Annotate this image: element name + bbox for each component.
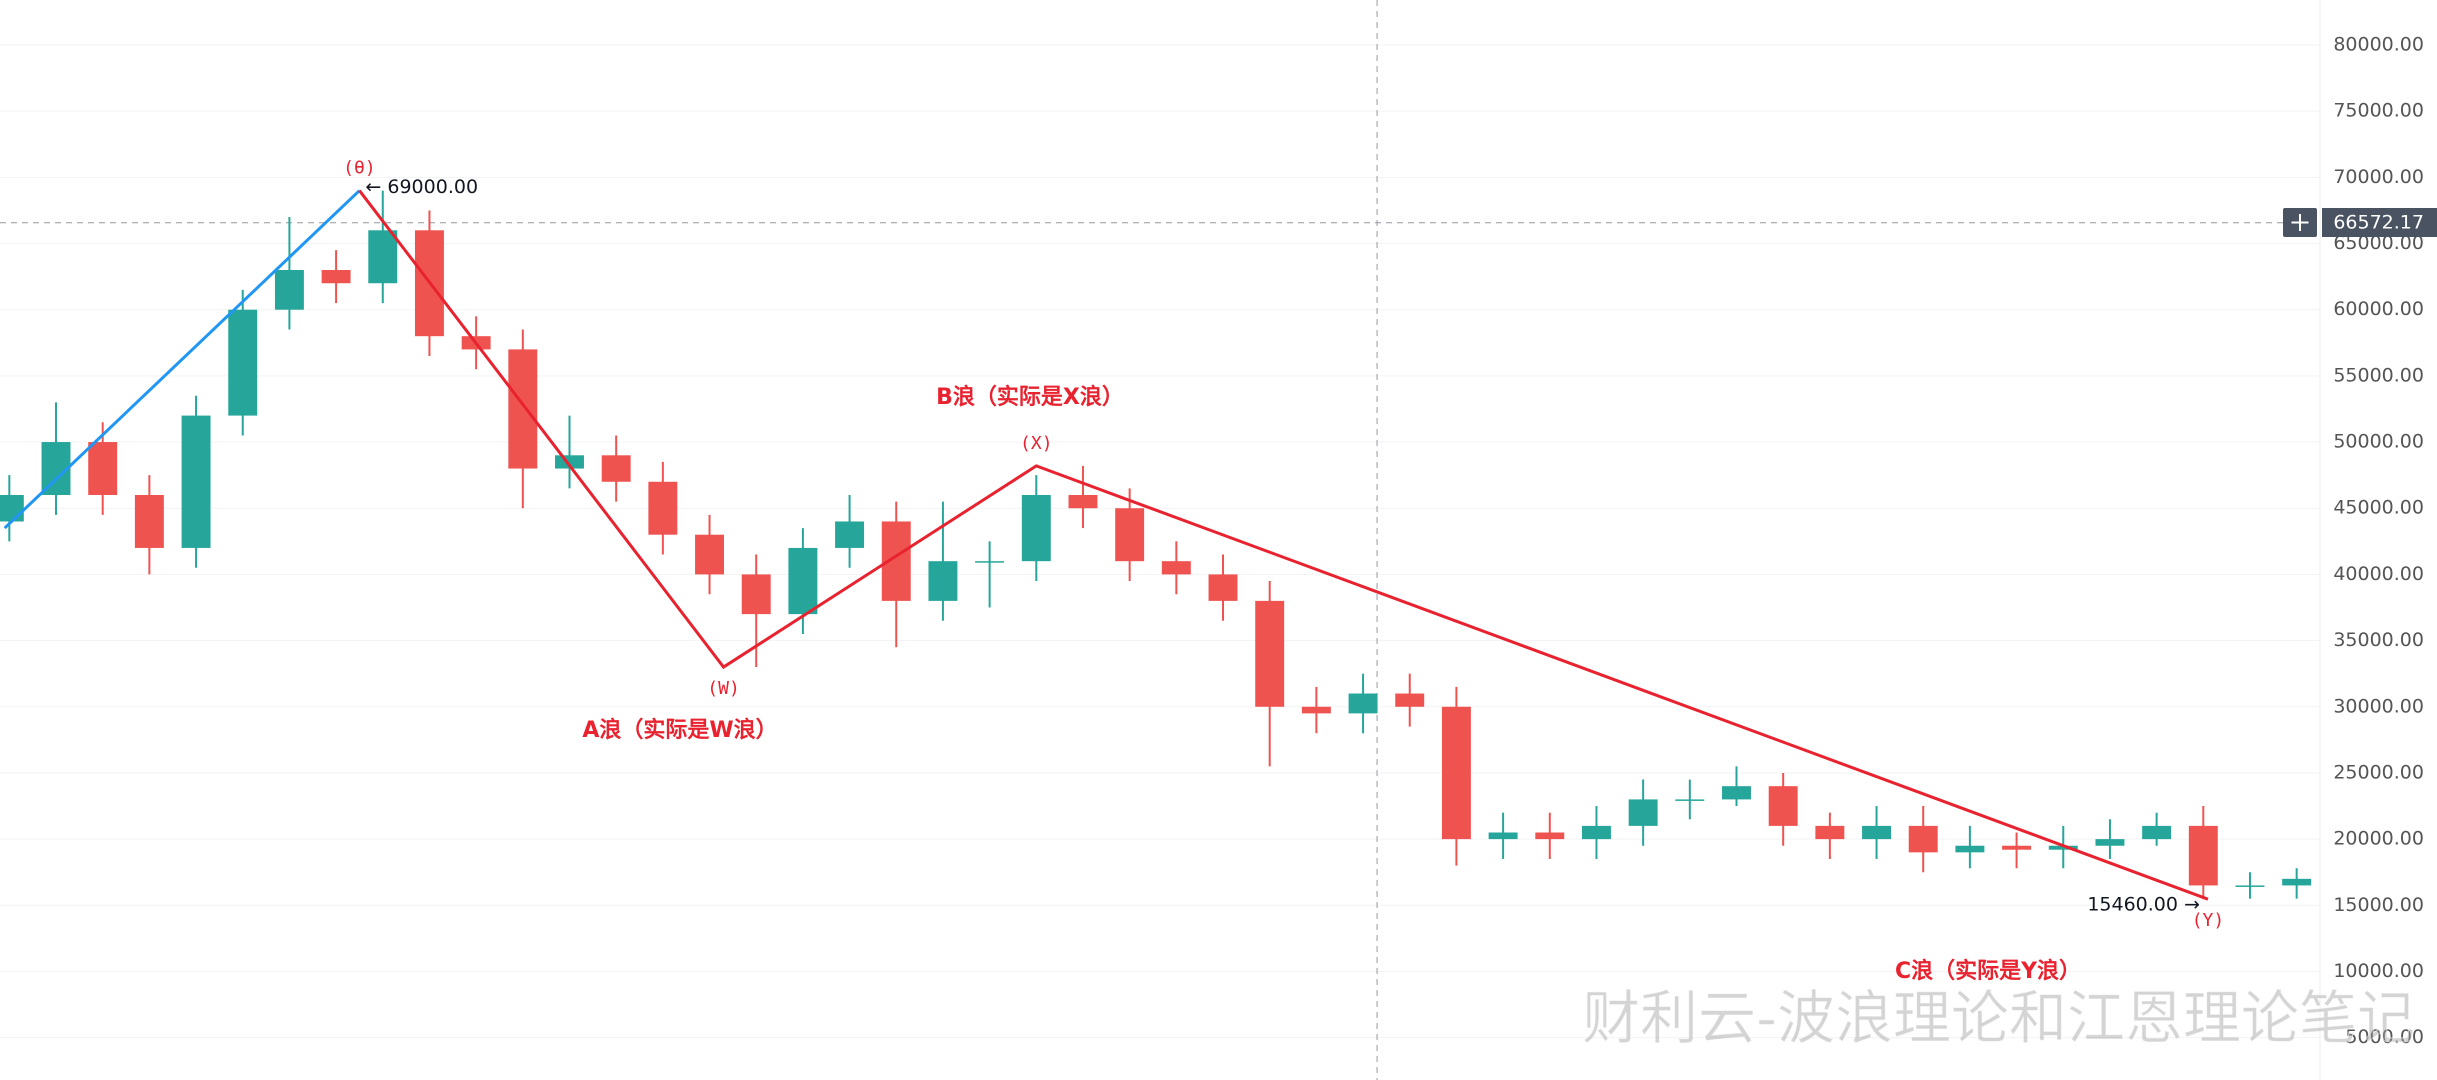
candle-body <box>2282 878 2312 886</box>
candle-body <box>2002 845 2032 850</box>
candle-body <box>1675 799 1705 801</box>
candle-body <box>1628 799 1658 826</box>
wave-name: C浪（实际是Y浪） <box>1895 958 2081 984</box>
y-tick-label: 10000.00 <box>2333 960 2424 982</box>
y-tick-label: 65000.00 <box>2333 232 2424 254</box>
candle-body <box>741 574 771 615</box>
candle-body <box>555 455 584 469</box>
price-label: ← 69000.00 <box>365 176 478 198</box>
watermark: 财利云-波浪理论和江恩理论笔记 <box>1582 984 2415 1052</box>
candle-body <box>2235 885 2265 887</box>
candle-body <box>1395 693 1425 707</box>
y-tick-label: 75000.00 <box>2333 100 2424 122</box>
candle-body <box>1255 600 1285 707</box>
candle-body <box>2095 839 2125 846</box>
candle-body <box>1208 574 1238 601</box>
candle-body <box>88 442 118 495</box>
candle-body <box>1581 825 1611 840</box>
y-tick-label: 5000.00 <box>2345 1026 2424 1048</box>
candle-body <box>228 309 258 416</box>
candle-body <box>1955 845 1985 853</box>
wave-name: A浪（实际是W浪） <box>582 717 777 743</box>
price-badge <box>2322 208 2437 237</box>
candle-body <box>788 547 818 615</box>
candle-body <box>134 495 164 548</box>
pivot-label: (θ) <box>343 158 376 179</box>
y-tick-label: 50000.00 <box>2333 431 2424 453</box>
price-badge-label: 66572.17 <box>2333 212 2424 234</box>
candle-body <box>1301 706 1331 714</box>
wave-line <box>3 189 361 530</box>
y-tick-label: 40000.00 <box>2333 563 2424 585</box>
candle-body <box>274 270 304 310</box>
candle-body <box>601 455 631 482</box>
y-tick-label: 30000.00 <box>2333 695 2424 717</box>
pivot-label: (X) <box>1020 433 1053 454</box>
wave-line <box>358 189 2209 901</box>
candle-body <box>1161 561 1191 575</box>
candle-body <box>1488 832 1518 840</box>
y-tick-label: 25000.00 <box>2333 761 2424 783</box>
add-icon <box>2291 214 2309 231</box>
pivot-label: (Y) <box>2192 910 2225 931</box>
price-label: 15460.00 → <box>2087 894 2200 916</box>
candle-body <box>928 561 958 601</box>
candle-body <box>2048 845 2078 850</box>
candle-body <box>321 270 351 284</box>
y-tick-label: 35000.00 <box>2333 629 2424 651</box>
candle-body <box>2188 825 2218 886</box>
y-tick-label: 80000.00 <box>2333 34 2424 56</box>
y-tick-label: 15000.00 <box>2333 894 2424 916</box>
candle-body <box>1535 832 1565 840</box>
candle-body <box>1021 495 1051 562</box>
pivot-label: (W) <box>707 678 740 699</box>
candle-body <box>1908 825 1938 853</box>
candle-body <box>2142 825 2172 840</box>
candle-body <box>835 521 865 548</box>
candle-body <box>975 561 1005 563</box>
candle-body <box>1441 706 1471 840</box>
y-tick-label: 55000.00 <box>2333 364 2424 386</box>
y-tick-label: 45000.00 <box>2333 497 2424 519</box>
candle-body <box>1815 825 1845 840</box>
candle-body <box>181 415 211 548</box>
candle-body <box>1115 508 1145 562</box>
candle-body <box>1722 786 1751 800</box>
candle-body <box>1348 693 1378 714</box>
candle-body <box>695 534 725 575</box>
y-tick-label: 60000.00 <box>2333 298 2424 320</box>
candle-body <box>1768 786 1798 826</box>
candle-body <box>368 230 398 284</box>
y-tick-label: 70000.00 <box>2333 166 2424 188</box>
wave-name: B浪（实际是X浪） <box>936 384 1124 410</box>
candle-body <box>1862 825 1892 840</box>
y-tick-label: 20000.00 <box>2333 828 2424 850</box>
candle-body <box>648 481 678 535</box>
candle-body <box>1068 495 1098 509</box>
candle-body <box>508 349 538 469</box>
candle-body <box>0 495 24 522</box>
